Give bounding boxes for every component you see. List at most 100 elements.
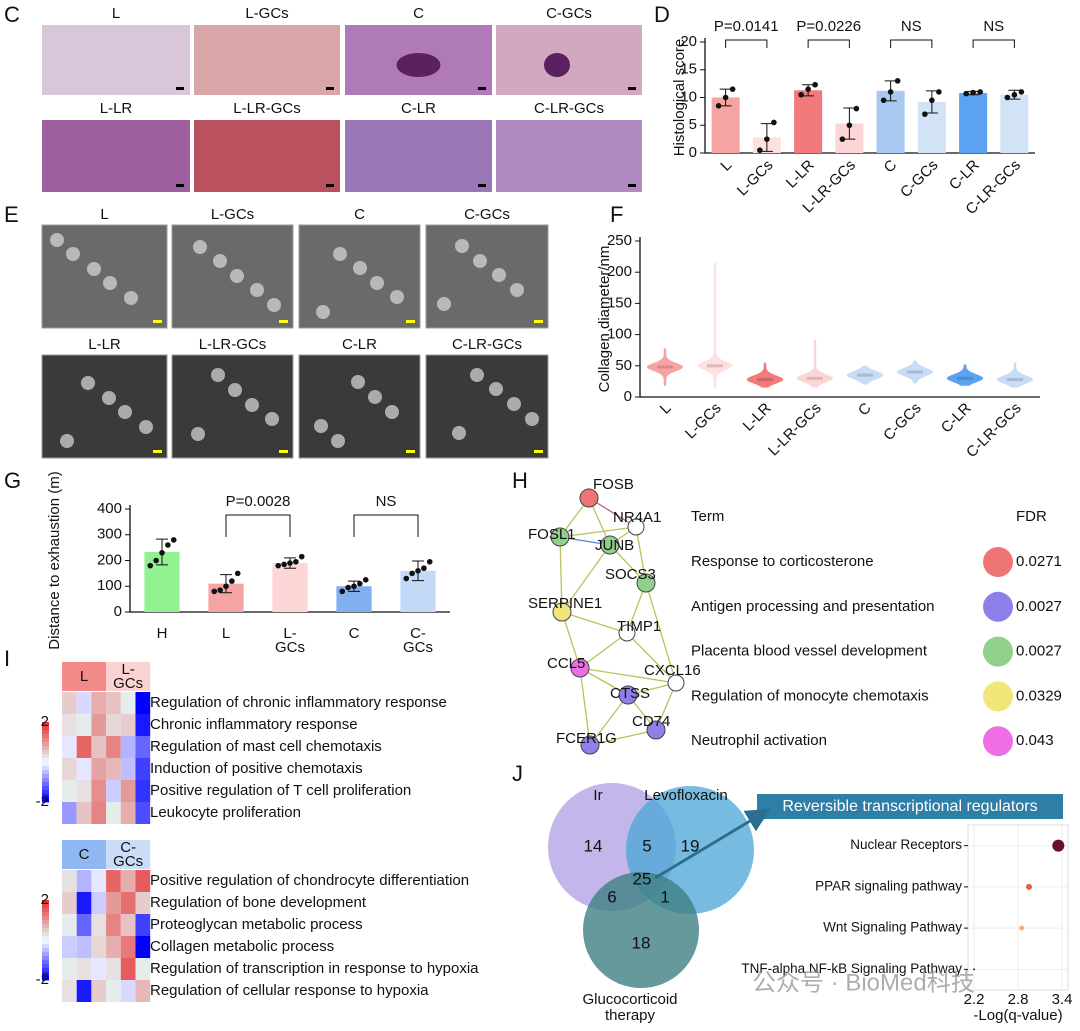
colorbar-step [42, 900, 49, 905]
image-label: C-GCs [546, 5, 592, 22]
x-tick-label: 3.4 [1052, 991, 1073, 1008]
heatmap-cell [91, 958, 107, 980]
heatmap-cell [135, 736, 151, 758]
watermark: 公众号 · BioMed科技 [752, 969, 975, 996]
image-feature [211, 368, 225, 382]
heatmap-cell [76, 736, 92, 758]
heatmap-cell [76, 892, 92, 914]
data-point [839, 136, 846, 142]
colorbar-step [42, 726, 49, 731]
image-feature [507, 397, 521, 411]
image-feature [191, 427, 205, 441]
x-tick-label: C-LR [938, 400, 975, 437]
heatmap-cell [76, 958, 92, 980]
heatmap-cell [120, 780, 136, 802]
heatmap-cell [120, 692, 136, 714]
term: Antigen processing and presentation [691, 598, 935, 615]
heatmap-cell [91, 714, 107, 736]
y-tick-label: 10 [680, 88, 697, 105]
colorbar-step [42, 920, 49, 925]
image-label: C-LR [342, 336, 377, 353]
x-tick-label: L-LR [783, 156, 818, 191]
term-color [983, 591, 1013, 622]
heatmap-cell [106, 802, 121, 824]
data-point [223, 583, 229, 590]
table-header: FDR [1016, 508, 1047, 525]
heatmap-cell [91, 936, 107, 958]
comparison-label: NS [901, 18, 922, 35]
image-label: C-GCs [464, 206, 510, 223]
y-tick-label: 100 [607, 326, 632, 343]
comparison-label: P=0.0028 [226, 493, 291, 510]
data-point [351, 583, 357, 590]
colorbar-step [42, 912, 49, 917]
node-label: NR4A1 [613, 509, 661, 526]
colorbar-step [42, 972, 49, 977]
term-color [983, 547, 1013, 577]
group-label: L- [121, 661, 134, 678]
network: FOSB NR4A1 FOSL1 JUNB SOCS3 SERPINE1 TIM… [528, 476, 701, 755]
panel-letter: D [654, 2, 670, 27]
image-feature [351, 375, 365, 389]
colorbar-step [42, 762, 49, 767]
heatmap-term: Chronic inflammatory response [150, 716, 358, 733]
data-point [409, 570, 415, 577]
image-feature [228, 383, 242, 397]
axis [639, 237, 1040, 398]
image-label: L-LR [88, 336, 121, 353]
data-point [1004, 94, 1011, 101]
heatmap-cell [91, 980, 107, 1002]
image-label: L [112, 5, 120, 22]
venn-set [583, 872, 699, 988]
y-tick-label: 0 [624, 388, 632, 405]
group-header [106, 840, 151, 869]
y-tick-label: Wnt Signaling Pathway [823, 920, 962, 935]
data-point [234, 570, 241, 577]
data-point [426, 558, 433, 565]
data-point [362, 577, 369, 583]
panel-letter: C [4, 2, 20, 27]
data-point [757, 147, 763, 154]
heatmap-cell [76, 980, 92, 1002]
tem-image [425, 224, 549, 329]
scale-bar [153, 320, 162, 323]
heatmap-cell [106, 936, 121, 958]
heatmap-term: Regulation of bone development [150, 894, 367, 911]
data-point [229, 578, 235, 584]
colorbar-step [42, 774, 49, 779]
data-point [421, 565, 427, 572]
image-feature [103, 276, 117, 290]
data-point [147, 562, 154, 569]
heatmap-cell [76, 914, 92, 936]
y-tick-label: TNF-alpha NF-kB Signaling Pathway [741, 961, 962, 976]
image-feature [314, 419, 328, 433]
y-tick-label: 250 [607, 232, 632, 249]
data-point [812, 81, 818, 88]
image-label: C-LR [401, 100, 436, 117]
data-point [217, 587, 223, 593]
image-feature [60, 434, 74, 448]
colorbar-step [42, 968, 49, 973]
group-header [62, 840, 107, 869]
comparison-label: P=0.0141 [714, 18, 779, 35]
colorbar-step [42, 778, 49, 783]
group-label: GCs [113, 853, 143, 870]
heatmap-cell [76, 780, 92, 802]
y-tick-label: 15 [680, 61, 697, 78]
colorbar-step [42, 904, 49, 909]
heatmap-cell [120, 958, 136, 980]
violin [696, 262, 734, 388]
data-point [170, 537, 177, 543]
heatmap-cell [91, 736, 107, 758]
set-label: Ir [593, 787, 602, 804]
data-point [798, 91, 804, 98]
heatmap-term: Regulation of chronic inflammatory respo… [150, 694, 447, 711]
comparison-bracket [890, 39, 933, 48]
data-point [977, 89, 983, 95]
y-tick-label: PPAR signaling pathway [815, 878, 962, 893]
histology-image [42, 120, 190, 192]
image-feature [102, 391, 116, 405]
bar [794, 90, 823, 153]
heatmap-cell [120, 980, 136, 1002]
